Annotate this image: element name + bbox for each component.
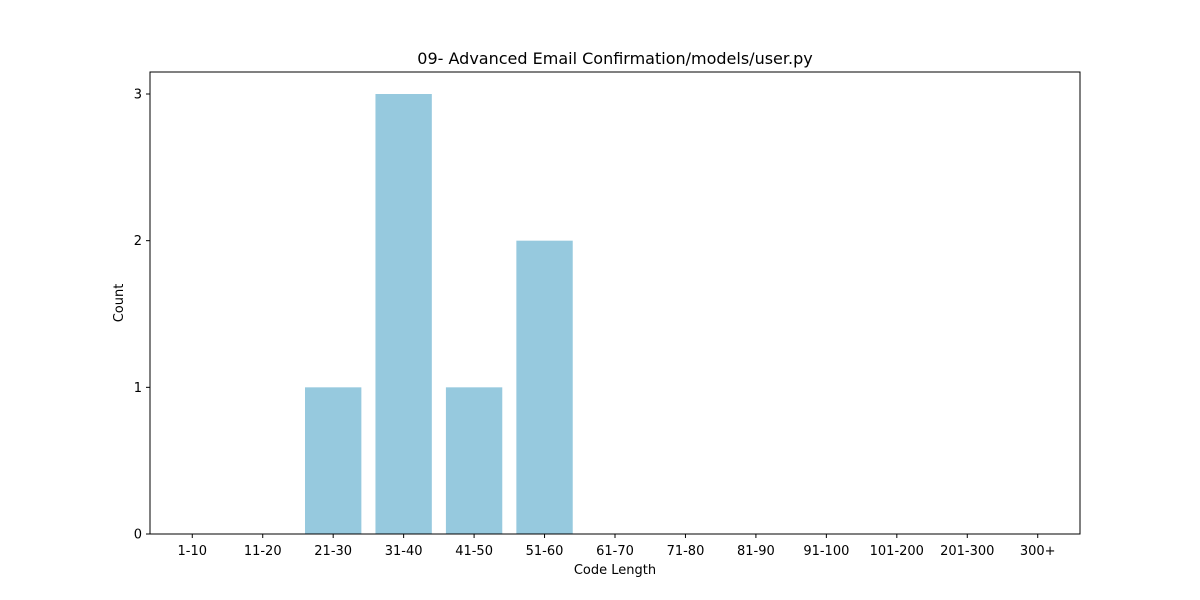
x-tick-label: 51-60: [526, 544, 564, 559]
y-axis-label: Count: [112, 284, 127, 323]
x-tick-label: 41-50: [455, 544, 493, 559]
y-tick-label: 1: [134, 381, 142, 396]
bar-41-50: [445, 387, 503, 534]
x-tick-label: 61-70: [596, 544, 634, 559]
bar-31-40: [375, 94, 432, 534]
y-axis-ticks: 0 1 2 3: [134, 88, 150, 543]
x-tick-label: 201-300: [940, 544, 994, 559]
x-tick-label: 300+: [1020, 544, 1056, 559]
x-tick-label: 101-200: [870, 544, 924, 559]
x-tick-label: 71-80: [667, 544, 705, 559]
bar-51-60: [516, 240, 573, 534]
y-tick-label: 0: [134, 528, 142, 543]
bar-21-30: [305, 387, 362, 534]
x-tick-label: 31-40: [385, 544, 423, 559]
x-axis-ticks: 1-10 11-20 21-30 31-40 41-50 51-60 61-70 71-80 8…: [178, 534, 1056, 559]
x-tick-label: 21-30: [314, 544, 352, 559]
x-tick-label: 1-10: [178, 544, 208, 559]
y-tick-label: 2: [134, 234, 142, 249]
chart-title: 09- Advanced Email Confirmation/models/u…: [417, 49, 812, 68]
plot-frame: [149, 71, 1081, 535]
x-tick-label: 81-90: [737, 544, 775, 559]
bars-group: [305, 94, 573, 534]
x-axis-label: Code Length: [574, 563, 656, 578]
x-tick-label: 11-20: [244, 544, 282, 559]
y-tick-label: 3: [134, 88, 142, 103]
x-tick-label: 91-100: [803, 544, 849, 559]
